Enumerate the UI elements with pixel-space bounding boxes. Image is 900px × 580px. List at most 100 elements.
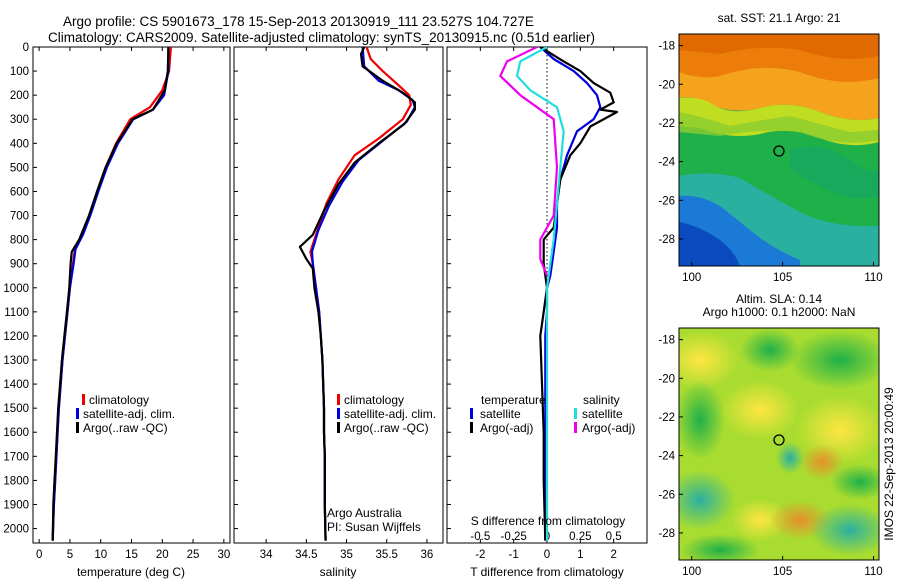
legend-swatch-argo (76, 422, 79, 433)
header-line-1: Argo profile: CS 5901673_178 15-Sep-2013… (63, 14, 534, 29)
depth-tick-label: 900 (10, 259, 29, 271)
x-tick-label: 0 (544, 549, 550, 561)
legend-label: Argo(..raw -QC) (344, 421, 429, 435)
legend-swatch-climatology (82, 394, 85, 405)
argo-location-marker (773, 434, 785, 446)
legend-label: satellite-adj. clim. (83, 407, 175, 421)
sst-map-title: sat. SST: 21.1 Argo: 21 (718, 11, 841, 25)
map-x-tick-label: 105 (773, 272, 792, 284)
legend-label: Argo(-adj) (582, 421, 635, 435)
depth-tick-label: 1200 (3, 331, 29, 343)
depth-tick-label: 0 (23, 42, 29, 54)
depth-tick-label: 100 (10, 66, 29, 78)
legend-label: Argo(-adj) (480, 421, 533, 435)
legend-label: satellite-adj. clim. (344, 407, 436, 421)
legend-label: Argo(..raw -QC) (83, 421, 168, 435)
profile-argo-raw-qc- (51, 47, 170, 541)
x-tick-label: 0 (36, 549, 42, 561)
map-y-tick-label: -28 (658, 234, 675, 246)
profile-climatology (51, 47, 172, 541)
depth-tick-label: 400 (10, 138, 29, 150)
temperature-profiles (51, 47, 172, 541)
depth-tick-label: 1400 (3, 379, 29, 391)
x-tick-label: 25 (187, 549, 200, 561)
salinity-xlabel: salinity (320, 565, 357, 579)
x-tick-label: 5 (67, 549, 73, 561)
sla-map (679, 328, 879, 560)
x-tick-label: 1 (577, 549, 583, 561)
profile-argo-raw-qc- (298, 47, 416, 541)
map-y-tick-label: -28 (658, 528, 675, 540)
legend-swatch-satellite (76, 408, 79, 419)
sla-map-frame (678, 327, 880, 561)
salinity-legend: climatology satellite-adj. clim. Argo(..… (327, 393, 436, 534)
map-x-tick-label: 110 (864, 566, 882, 578)
salinity-profiles (298, 47, 416, 541)
profile-salinity-argo-adj- (499, 47, 559, 277)
map-x-tick-label: 110 (864, 272, 882, 284)
map-y-tick-label: -26 (658, 195, 675, 207)
legend-label: satellite (480, 407, 521, 421)
sla-map-title: Altim. SLA: 0.14 (736, 292, 822, 306)
x-tick-label: 10 (94, 549, 107, 561)
legend-swatch-temp-satellite (470, 408, 473, 419)
profile-salinity-satellite (515, 47, 565, 541)
legend-label: climatology (344, 393, 404, 407)
difference-profiles (499, 47, 619, 541)
map-y-tick-label: -18 (658, 335, 675, 347)
depth-tick-label: 1700 (3, 451, 29, 463)
depth-tick-label: 1100 (4, 307, 29, 319)
legend-swatch-climatology (337, 394, 340, 405)
argo-location-marker (773, 145, 785, 157)
profile-satellite-adj-clim- (51, 47, 170, 541)
depth-tick-label: 1900 (3, 499, 29, 511)
x-tick-label: 35 (340, 549, 353, 561)
sst-map (679, 34, 879, 266)
depth-tick-label: 600 (10, 186, 29, 198)
map-y-tick-label: -26 (658, 489, 675, 501)
legend-swatch-satellite (337, 408, 340, 419)
sla-map-subtitle: Argo h1000: 0.1 h2000: NaN (703, 305, 856, 319)
x-tick-label: 34 (260, 549, 273, 561)
map-y-tick-label: -22 (658, 412, 675, 424)
legend-label: satellite (582, 407, 623, 421)
temperature-legend: climatology satellite-adj. clim. Argo(..… (76, 393, 175, 435)
depth-tick-label: 1500 (3, 403, 29, 415)
difference-xlabel: T difference from climatology (470, 565, 624, 579)
map-y-tick-label: -20 (658, 79, 675, 91)
legend-swatch-temp-argo (470, 422, 473, 433)
map-x-tick-label: 100 (682, 566, 701, 578)
legend-swatch-argo (337, 422, 340, 433)
difference-legend: temperature salinity satellite Argo(-adj… (470, 393, 635, 435)
x-tick-label: 34.5 (295, 549, 317, 561)
x-tick-label: 36 (421, 549, 434, 561)
x-tick-label: 20 (156, 549, 169, 561)
x-tick-label: 35.5 (376, 549, 398, 561)
secondary-tick-label: -0.5 (470, 531, 490, 543)
annotation-institution: Argo Australia (327, 506, 402, 520)
depth-tick-label: 200 (10, 90, 29, 102)
map-y-tick-label: -22 (658, 118, 675, 130)
difference-xlabel-top: S difference from climatology (471, 514, 626, 528)
legend-swatch-sal-argo (574, 422, 577, 433)
legend-title-salinity: salinity (583, 393, 620, 407)
secondary-tick-label: 0.25 (569, 531, 591, 543)
map-y-tick-label: -24 (658, 451, 675, 463)
secondary-tick-label: -0.25 (501, 531, 527, 543)
profile-temperature-argo-adj- (539, 47, 619, 541)
depth-tick-label: 300 (10, 114, 29, 126)
depth-tick-label: 1000 (3, 283, 29, 295)
depth-tick-label: 500 (10, 162, 29, 174)
salinity-axes (233, 46, 444, 544)
x-tick-label: 2 (610, 549, 616, 561)
map-x-tick-label: 100 (682, 272, 701, 284)
legend-title-temperature: temperature (481, 393, 546, 407)
timestamp-label: IMOS 22-Sep-2013 20:00:49 (882, 387, 896, 541)
profile-temperature-satellite (539, 47, 602, 541)
legend-label: climatology (89, 393, 149, 407)
map-y-tick-label: -18 (658, 41, 675, 53)
depth-tick-label: 2000 (3, 524, 29, 536)
x-tick-label: 30 (217, 549, 230, 561)
depth-tick-label: 1600 (3, 427, 29, 439)
